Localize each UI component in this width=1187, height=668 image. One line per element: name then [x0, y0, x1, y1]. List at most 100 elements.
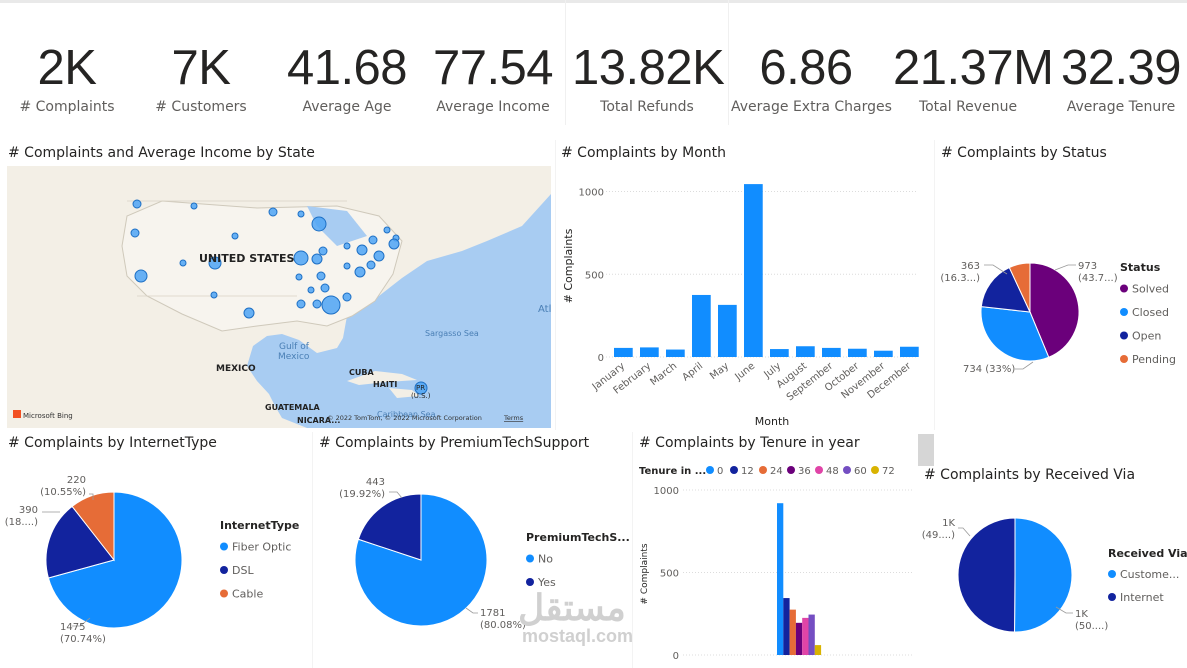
pie-slice-custome-[interactable]	[1014, 517, 1073, 633]
bar-tenure-72[interactable]	[814, 645, 822, 655]
state-bubble[interactable]	[208, 256, 222, 270]
state-bubbles[interactable]	[130, 199, 428, 395]
state-bubble[interactable]	[414, 381, 428, 395]
bar-october[interactable]	[848, 348, 867, 357]
state-bubble[interactable]	[210, 291, 218, 299]
bar-february[interactable]	[640, 347, 659, 357]
bar-november[interactable]	[874, 350, 893, 357]
state-bubble[interactable]	[343, 242, 351, 250]
bar-tenure-48[interactable]	[802, 617, 809, 655]
state-bubble[interactable]	[231, 232, 239, 240]
bar-september[interactable]	[822, 347, 841, 357]
state-bubble[interactable]	[190, 202, 198, 210]
legend-item[interactable]: 72	[882, 466, 895, 477]
state-bubble[interactable]	[295, 273, 303, 281]
pie-slice-solved[interactable]	[1029, 262, 1080, 358]
tenure-bar-chart[interactable]: Tenure in ... 0 12 24 36 48 60 72 0 500 1000 # Comp…	[633, 456, 918, 668]
legend-item[interactable]: 60	[854, 466, 867, 477]
bar-august[interactable]	[796, 346, 815, 357]
state-bubble[interactable]	[343, 262, 351, 270]
state-bubble[interactable]	[383, 226, 391, 234]
bar-may[interactable]	[718, 304, 737, 357]
pie-slice-cable[interactable]	[71, 491, 115, 562]
bar-tenure-24[interactable]	[789, 609, 796, 655]
y-tick-label: 500	[585, 270, 604, 281]
state-bubble[interactable]	[373, 250, 385, 262]
internet-pie-chart[interactable]: InternetType Fiber Optic DSL Cable 1475(70.7…	[0, 456, 312, 668]
state-bubble[interactable]	[297, 210, 305, 218]
kpi-average-age[interactable]: 41.68 Average Age	[272, 40, 422, 115]
bar-tenure-0[interactable]	[777, 503, 784, 655]
legend-item[interactable]: Solved	[1132, 283, 1169, 296]
bar-april[interactable]	[692, 294, 711, 357]
state-bubble[interactable]	[316, 271, 326, 281]
legend-item[interactable]: Pending	[1132, 353, 1176, 366]
pie-slice-internet[interactable]	[957, 517, 1016, 633]
kpi-total-revenue[interactable]: 21.37M Total Revenue	[893, 40, 1054, 115]
legend-item[interactable]: Open	[1132, 330, 1161, 343]
kpi-average-income[interactable]: 77.54 Average Income	[418, 40, 568, 115]
legend-item[interactable]: 48	[826, 466, 839, 477]
pie-slice-closed[interactable]	[980, 306, 1050, 362]
kpi-average-extra-charges[interactable]: 6.86 Average Extra Charges	[731, 40, 892, 115]
state-bubble[interactable]	[311, 253, 323, 265]
received-pie-chart[interactable]: Received ViaCustome...Internet1K(50....)…	[918, 488, 1187, 668]
bar-tenure-60[interactable]	[808, 614, 815, 655]
state-bubble[interactable]	[179, 259, 187, 267]
bar-december[interactable]	[900, 346, 919, 357]
legend-item[interactable]: Internet	[1120, 591, 1164, 604]
bar-january[interactable]	[614, 347, 633, 357]
legend-item[interactable]: 0	[717, 466, 723, 477]
legend-item[interactable]: Custome...	[1120, 568, 1179, 581]
state-bubble[interactable]	[243, 307, 255, 319]
legend-item[interactable]: No	[538, 553, 553, 566]
pie-slice-fiber-optic[interactable]	[47, 491, 183, 629]
pie-slice-no[interactable]	[354, 493, 488, 627]
pie-slice-yes[interactable]	[357, 493, 422, 561]
legend-item[interactable]: 12	[741, 466, 754, 477]
state-map[interactable]: UNITED STATES Gulf of Mexico MEXICO CUBA…	[7, 166, 551, 428]
legend-item[interactable]: 36	[798, 466, 811, 477]
state-bubble[interactable]	[388, 238, 400, 250]
state-bubble[interactable]	[366, 260, 376, 270]
state-bubble[interactable]	[311, 216, 327, 232]
bar-tenure-36[interactable]	[795, 622, 803, 655]
state-bubble[interactable]	[312, 299, 322, 309]
state-bubble[interactable]	[320, 283, 330, 293]
kpi-complaints[interactable]: 2K # Complaints	[0, 40, 142, 115]
legend-item[interactable]: Cable	[232, 588, 263, 601]
bar-march[interactable]	[666, 349, 685, 357]
state-bubble[interactable]	[356, 244, 368, 256]
state-bubble[interactable]	[354, 266, 366, 278]
legend-item[interactable]: Fiber Optic	[232, 541, 291, 554]
state-bubble[interactable]	[342, 292, 352, 302]
pie-slice-dsl[interactable]	[45, 505, 115, 579]
kpi-customers[interactable]: 7K # Customers	[126, 40, 276, 115]
legend-item[interactable]: Closed	[1132, 306, 1169, 319]
state-bubble[interactable]	[321, 295, 341, 315]
state-bubble[interactable]	[134, 269, 148, 283]
legend-item[interactable]: Yes	[537, 576, 556, 589]
state-bubble[interactable]	[268, 207, 278, 217]
scrollbar-thumb[interactable]	[918, 434, 934, 466]
legend-item[interactable]: 24	[770, 466, 783, 477]
bar-july[interactable]	[770, 349, 789, 357]
status-pie-chart[interactable]: Status Solved Closed Open Pending 973(43.7...…	[935, 166, 1187, 430]
pie-slice-pending[interactable]	[1008, 262, 1031, 313]
premium-pie-chart[interactable]: PremiumTechS... No Yes 1781(80.08%) 443(19.9…	[313, 456, 631, 668]
state-bubble[interactable]	[130, 228, 140, 238]
bar-tenure-12[interactable]	[783, 598, 790, 655]
terms-link[interactable]: Terms	[503, 414, 524, 422]
state-bubble[interactable]	[296, 299, 306, 309]
state-bubble[interactable]	[293, 250, 309, 266]
kpi-total-refunds[interactable]: 13.82K Total Refunds	[572, 40, 725, 115]
legend-item[interactable]: DSL	[232, 564, 254, 577]
state-bubble[interactable]	[307, 286, 315, 294]
state-bubble[interactable]	[132, 199, 142, 209]
state-bubble[interactable]	[318, 246, 328, 256]
bar-june[interactable]	[744, 184, 763, 357]
kpi-average-tenure[interactable]: 32.39 Average Tenure	[1046, 40, 1187, 115]
state-bubble[interactable]	[368, 235, 378, 245]
pie-slice-open[interactable]	[980, 266, 1031, 313]
